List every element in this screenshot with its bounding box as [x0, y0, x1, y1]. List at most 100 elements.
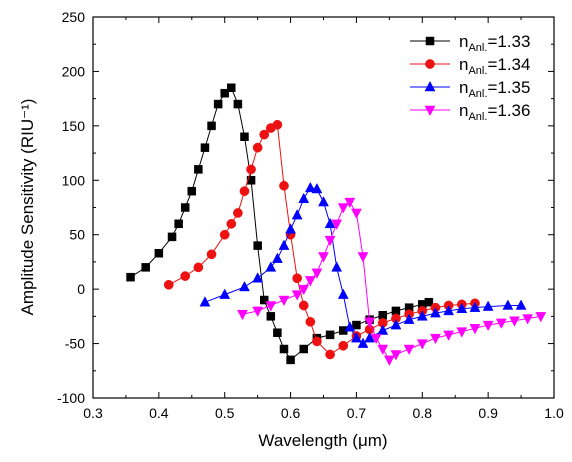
data-point [331, 219, 343, 230]
data-point [200, 143, 210, 152]
data-point [286, 355, 295, 365]
data-point [495, 318, 507, 329]
data-point [163, 279, 174, 290]
data-point [180, 271, 191, 281]
legend-label: nAnl.=1.35 [459, 78, 530, 100]
data-point [237, 309, 248, 321]
legend-item: nAnl.=1.35 [410, 78, 530, 100]
data-point [226, 218, 237, 229]
legend-label-value: =1.35 [487, 78, 530, 97]
data-point [312, 336, 322, 347]
data-point [352, 320, 361, 330]
data-point [252, 306, 264, 317]
series-2 [163, 119, 480, 360]
x-tick-label: 0.8 [413, 405, 433, 421]
data-point [377, 344, 389, 356]
data-point [305, 316, 316, 327]
data-point [246, 164, 256, 175]
y-tick-label: 200 [62, 63, 86, 79]
data-point [357, 337, 369, 348]
data-point [509, 316, 520, 327]
data-point [318, 196, 329, 207]
data-point [416, 310, 428, 321]
data-point [252, 142, 263, 153]
data-point [167, 232, 177, 242]
data-point [338, 340, 349, 351]
data-point [535, 312, 547, 323]
x-tick-label: 0.4 [149, 405, 169, 421]
legend-label-main: n [459, 55, 468, 74]
data-point [311, 182, 323, 194]
data-point [285, 223, 296, 234]
data-point [351, 332, 362, 343]
data-point [239, 280, 250, 292]
series-4 [237, 197, 547, 366]
data-point [325, 349, 335, 360]
x-tick-label: 0.3 [83, 405, 103, 421]
data-point [233, 208, 243, 218]
axis-ticks [92, 16, 555, 399]
data-point [311, 268, 323, 279]
data-point [239, 186, 250, 197]
data-point [515, 299, 527, 310]
data-point [291, 290, 303, 301]
legend-label-sub: Anl. [468, 42, 487, 54]
data-point [279, 180, 289, 191]
legend-item: nAnl.=1.33 [410, 32, 530, 54]
data-point [456, 327, 468, 338]
data-point [246, 176, 256, 185]
data-point [430, 333, 441, 345]
data-point [278, 239, 290, 250]
data-point [154, 248, 164, 258]
data-point [298, 192, 310, 204]
data-point [390, 350, 402, 361]
data-point [383, 355, 395, 366]
y-tick-label: -100 [57, 390, 85, 406]
data-point [424, 297, 434, 307]
data-point [291, 209, 303, 220]
x-tick-label: 1.0 [544, 405, 564, 421]
y-tick-label: 150 [62, 118, 86, 134]
x-tick-label: 0.7 [347, 405, 367, 421]
data-point [416, 339, 428, 350]
data-point [278, 295, 290, 307]
legend-label-value: =1.33 [487, 32, 530, 51]
data-point [219, 288, 231, 299]
y-tick-label: -50 [65, 336, 85, 352]
data-point [403, 313, 415, 324]
data-point [456, 302, 468, 313]
legend-label-value: =1.36 [487, 101, 530, 120]
y-tick-label: 0 [77, 281, 85, 297]
data-point [265, 261, 277, 272]
y-tick-label: 250 [62, 9, 86, 25]
data-point [233, 99, 243, 109]
data-point [377, 324, 389, 335]
data-point [220, 88, 229, 98]
data-point [272, 119, 283, 130]
data-point [351, 208, 362, 219]
data-point [469, 324, 481, 335]
data-point [482, 300, 494, 311]
data-point [337, 203, 349, 214]
x-axis-label: Wavelength (μm) [258, 431, 387, 450]
data-point [194, 165, 203, 174]
legend-label-value: =1.34 [487, 55, 530, 74]
data-point [337, 288, 349, 299]
data-point [206, 249, 217, 260]
data-point [187, 186, 197, 196]
data-point [502, 299, 514, 310]
data-point [273, 328, 282, 337]
data-point [141, 263, 150, 272]
legend-label: nAnl.=1.36 [459, 101, 530, 123]
data-point [207, 121, 216, 131]
y-tick-label: 50 [69, 227, 85, 243]
data-point [279, 344, 289, 354]
legend-label-sub: Anl. [468, 65, 487, 77]
data-point [318, 252, 329, 263]
data-point [344, 321, 356, 332]
legend-marker [424, 80, 436, 92]
data-point [357, 252, 369, 263]
data-point [370, 333, 382, 345]
